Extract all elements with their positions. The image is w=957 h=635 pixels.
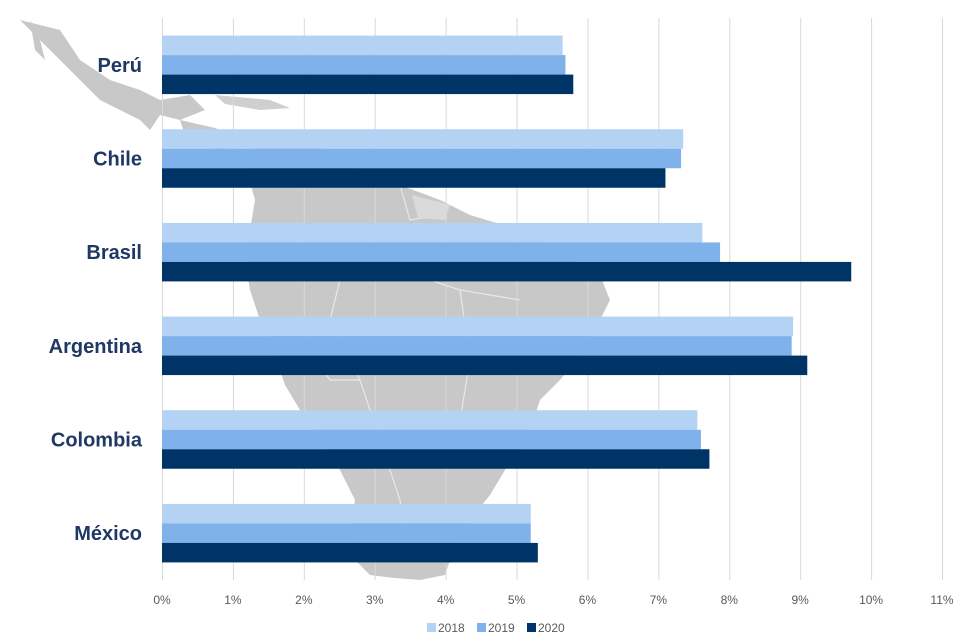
x-tick-label: 6% (579, 593, 597, 607)
bar-2018-1 (162, 129, 684, 149)
x-tick-label: 1% (224, 593, 242, 607)
bar-2019-1 (162, 148, 682, 169)
latin-america-map-background (20, 20, 610, 580)
x-tick-label: 5% (508, 593, 526, 607)
x-tick-label: 4% (437, 593, 455, 607)
bar-2020-5 (162, 542, 538, 563)
legend-label: 2018 (438, 621, 465, 635)
bar-2020-3 (162, 355, 808, 376)
category-label: Chile (93, 149, 142, 171)
legend-label: 2019 (488, 621, 515, 635)
category-labels: Perú Chile Brasil Argentina Colombia México (49, 55, 143, 545)
category-label: Colombia (51, 430, 143, 452)
x-tick-label: 9% (792, 593, 810, 607)
bar-2018-3 (162, 316, 794, 337)
category-label: Brasil (86, 242, 142, 264)
x-tick-label: 11% (930, 593, 953, 607)
x-tick-label: 3% (366, 593, 384, 607)
x-tick-label: 8% (721, 593, 739, 607)
bar-2019-4 (162, 429, 701, 450)
bar-2019-3 (162, 336, 792, 356)
x-tick-label: 7% (650, 593, 668, 607)
bar-2019-2 (162, 242, 721, 262)
bar-2018-4 (162, 410, 698, 430)
bar-2019-5 (162, 523, 531, 543)
bar-2020-4 (162, 449, 710, 469)
legend-label: 2020 (538, 621, 565, 635)
bar-2018-5 (162, 503, 531, 524)
category-label: Perú (98, 55, 142, 77)
gridlines (162, 18, 943, 580)
bars (162, 35, 852, 563)
bar-2020-1 (162, 168, 666, 188)
legend-swatch-2020 (527, 623, 536, 632)
x-tick-label: 2% (295, 593, 313, 607)
bar-2020-0 (162, 74, 574, 95)
bar-2020-2 (162, 261, 852, 282)
category-label: Argentina (49, 336, 143, 358)
x-tick-label: 10% (859, 593, 883, 607)
bar-2018-2 (162, 222, 703, 243)
legend-swatch-2019 (477, 623, 486, 632)
legend-swatch-2018 (427, 623, 436, 632)
legend: 2018 2019 2020 (427, 621, 565, 635)
x-axis-tick-labels: 0% 1% 2% 3% 4% 5% 6% 7% 8% 9% 10% 11% (153, 593, 954, 607)
category-label: México (74, 523, 142, 545)
bar-2019-0 (162, 55, 566, 75)
bar-2018-0 (162, 35, 563, 56)
x-tick-label: 0% (153, 593, 171, 607)
